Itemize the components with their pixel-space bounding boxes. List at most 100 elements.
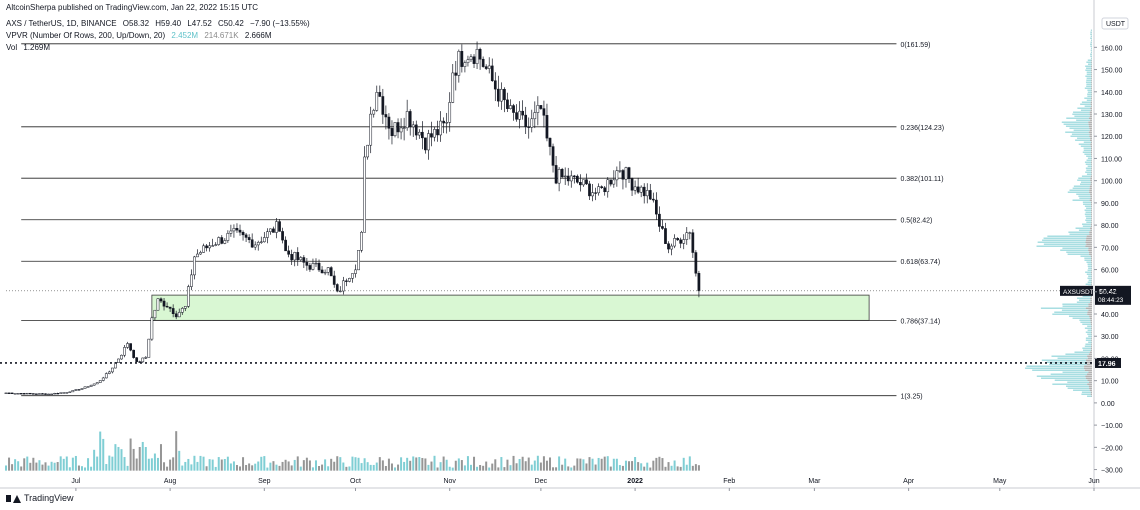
volume-profile-row-down	[1091, 59, 1092, 61]
volume-bar	[263, 456, 266, 471]
candle-body	[445, 122, 449, 124]
candle-body	[469, 56, 473, 60]
volume-bar	[14, 459, 17, 471]
volume-profile-row-up	[1057, 357, 1088, 359]
volume-profile-row-up	[1084, 345, 1092, 347]
candle-body	[135, 357, 139, 362]
volume-profile-row-up	[1077, 179, 1091, 181]
candle-body	[515, 112, 518, 120]
candle-body	[579, 182, 582, 186]
candle-body	[171, 308, 175, 314]
volume-bar	[403, 461, 406, 471]
volume-bar	[646, 462, 649, 471]
volume-value: 1.269M	[23, 43, 51, 52]
volume-profile-row-down	[1091, 99, 1092, 101]
volume-profile-row-up	[1082, 347, 1091, 349]
currency-label: USDT	[1106, 21, 1126, 28]
tradingview-brand[interactable]: TradingView	[6, 493, 74, 503]
candle-body	[421, 131, 424, 139]
volume-profile-row-up	[1086, 173, 1092, 175]
volume-profile-row-up	[1041, 359, 1086, 361]
volume-profile-row-down	[1091, 265, 1092, 267]
volume-profile-row-up	[1084, 87, 1092, 89]
volume-profile-row-up	[1080, 181, 1091, 183]
volume-profile-row-down	[1089, 189, 1092, 191]
volume-profile-row-down	[1091, 263, 1092, 265]
volume-bar	[41, 464, 44, 471]
candle-body	[615, 170, 619, 181]
price-axis[interactable]: USDT −30.00 −20.00 −10.00 0.00 10.00 20.00 30.0…	[1093, 0, 1129, 488]
candle-body	[503, 88, 506, 101]
volume-bar	[603, 456, 606, 471]
volume-bar	[439, 462, 442, 471]
volume-profile-row-up	[1082, 225, 1091, 227]
volume-profile-row-up	[1066, 251, 1089, 253]
volume-profile-row-down	[1090, 347, 1092, 349]
volume-profile-row-up	[1065, 353, 1089, 355]
volume-bar	[366, 462, 369, 471]
volume-profile-row-up	[1061, 121, 1089, 123]
candle-body	[375, 92, 379, 111]
candle-body	[554, 165, 558, 184]
time-axis[interactable]: Jul Aug Sep Oct Nov Dec 2022 Feb Mar Apr May Jun	[0, 478, 1140, 491]
candle-body	[348, 278, 351, 282]
volume-profile-row-down	[1090, 107, 1092, 109]
volume-profile-row-up	[1067, 387, 1090, 389]
volume-bar	[542, 456, 545, 471]
volume-profile-row-up	[1063, 123, 1089, 125]
volume-profile-row-up	[1049, 363, 1087, 365]
volume-profile-row-up	[1090, 53, 1092, 55]
volume-profile-row-up	[1086, 159, 1092, 161]
volume-profile-row-down	[1090, 225, 1092, 227]
volume-profile-row-down	[1091, 329, 1092, 331]
vpvr-up-value: 2.452M	[171, 31, 199, 40]
symbol-legend[interactable]: AXS / TetherUS, 1D, BINANCE O58.32 H59.4…	[6, 19, 314, 28]
volume-bar	[661, 458, 664, 471]
candle-body	[457, 51, 461, 76]
vpvr-down-value: 214.671K	[204, 31, 239, 40]
volume-bar	[387, 458, 390, 471]
volume-bar	[579, 458, 582, 471]
candle-body	[159, 298, 163, 302]
volume-profile-row-up	[1073, 129, 1090, 131]
volume-profile-row-down	[1089, 389, 1092, 391]
volume-legend[interactable]: Vol 1.269M	[6, 43, 54, 52]
candle-body	[329, 267, 333, 277]
volume-profile-row-down	[1090, 223, 1092, 225]
candle-body	[530, 118, 534, 128]
volume-profile-row-up	[1046, 361, 1087, 363]
y-tick-label: 140.00	[1101, 90, 1123, 97]
volume-bar	[242, 457, 245, 471]
candle-body	[557, 169, 561, 184]
volume-bar	[311, 467, 314, 471]
candle-body	[597, 186, 600, 194]
support-zone[interactable]	[151, 294, 870, 321]
volume-profile-row-up	[1073, 111, 1090, 113]
volume-bar	[196, 461, 199, 471]
y-tick-label: 120.00	[1101, 134, 1123, 141]
volume-bar	[460, 460, 463, 471]
volume-profile-row-down	[1086, 363, 1092, 365]
volume-bar	[621, 465, 624, 471]
candle-body	[478, 48, 482, 60]
candle-body	[639, 186, 643, 193]
fibonacci-retracement[interactable]: 0(161.59) 0.236(124.23) 0.382(101.11) 0.5(8…	[21, 42, 944, 401]
volume-profile-row-up	[1087, 277, 1092, 279]
volume-profile-row-down	[1090, 393, 1092, 395]
candle-body	[156, 298, 160, 311]
candle-body	[174, 313, 178, 318]
volume-profile-row-up	[1088, 341, 1092, 343]
volume-bar	[457, 458, 460, 471]
volume-profile-row-up	[1090, 37, 1092, 39]
vpvr-legend[interactable]: VPVR (Number Of Rows, 200, Up/Down, 20) …	[6, 31, 276, 40]
volume-bar	[375, 462, 378, 471]
volume-profile-row-down	[1085, 245, 1092, 247]
volume-profile-row-down	[1088, 353, 1092, 355]
candle-body	[414, 124, 418, 136]
change-value: −7.90 (−13.55%)	[250, 19, 310, 28]
volume-profile-row-up	[1032, 369, 1085, 371]
volume-profile-row-down	[1089, 187, 1092, 189]
candle-body	[232, 228, 236, 232]
